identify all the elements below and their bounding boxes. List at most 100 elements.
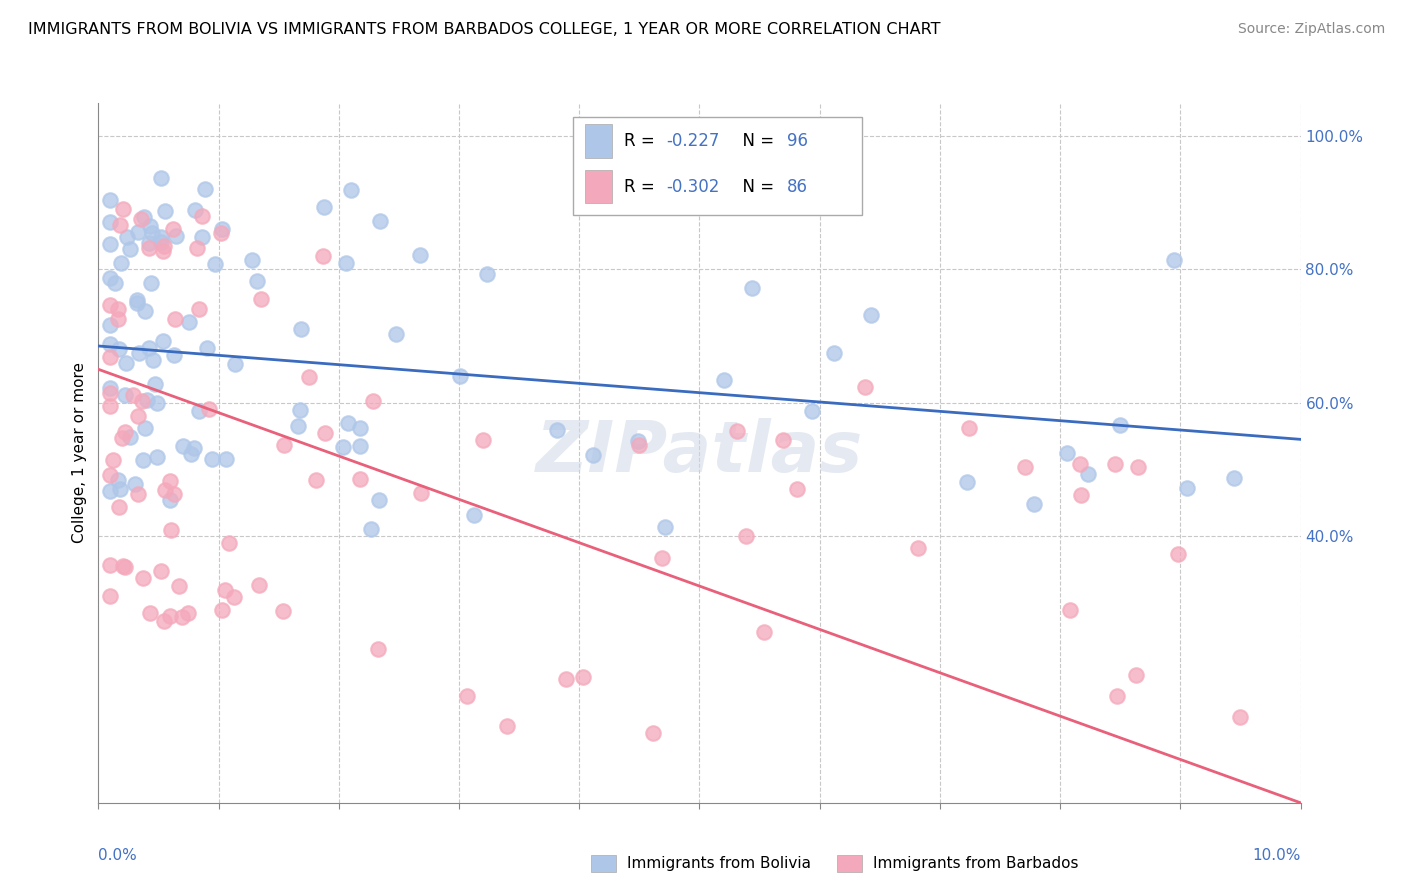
Point <box>138 241 160 255</box>
Point <box>107 302 129 317</box>
Text: ZIPatlas: ZIPatlas <box>536 418 863 487</box>
Point <box>150 565 173 579</box>
Point <box>134 304 156 318</box>
Point <box>1229 710 1251 724</box>
Point <box>120 242 142 256</box>
Point <box>582 448 605 462</box>
Point <box>209 226 232 240</box>
Point <box>651 550 673 565</box>
Point <box>335 256 357 270</box>
Text: Immigrants from Barbados: Immigrants from Barbados <box>873 856 1078 871</box>
Point <box>370 214 392 228</box>
Point <box>1125 668 1147 682</box>
Point <box>100 484 122 499</box>
Point <box>1059 603 1081 617</box>
Point <box>131 393 153 408</box>
Point <box>159 474 181 488</box>
Point <box>1163 253 1185 268</box>
Text: N =: N = <box>733 132 779 150</box>
Point <box>1107 689 1129 703</box>
Point <box>273 438 295 452</box>
Point <box>860 308 883 322</box>
Point <box>626 434 648 448</box>
Point <box>290 321 312 335</box>
Point <box>337 416 360 430</box>
Point <box>654 520 676 534</box>
Point <box>1056 446 1078 460</box>
Point <box>159 493 181 508</box>
Point <box>103 453 125 467</box>
Point <box>195 341 218 355</box>
Point <box>107 473 129 487</box>
Point <box>183 441 205 455</box>
Text: -0.227: -0.227 <box>666 132 720 150</box>
Point <box>100 318 122 332</box>
Point <box>246 274 269 288</box>
Point <box>643 726 665 740</box>
Point <box>1070 488 1092 502</box>
Point <box>124 477 146 491</box>
Point <box>1077 467 1099 482</box>
Point <box>627 438 650 452</box>
Point <box>107 312 129 326</box>
Point <box>167 579 190 593</box>
Point <box>170 610 193 624</box>
Point <box>741 280 763 294</box>
Point <box>122 387 145 401</box>
Point <box>456 690 478 704</box>
Text: 86: 86 <box>787 178 808 195</box>
Point <box>163 349 186 363</box>
Point <box>177 315 200 329</box>
Point <box>138 341 160 355</box>
Point <box>349 439 371 453</box>
Point <box>145 395 167 409</box>
Point <box>108 218 131 232</box>
Point <box>100 215 122 229</box>
Point <box>411 486 433 500</box>
Point <box>180 447 202 461</box>
Point <box>138 236 160 251</box>
Point <box>152 614 174 628</box>
Point <box>312 249 335 263</box>
Point <box>127 293 149 307</box>
Point <box>104 276 127 290</box>
Point <box>153 483 176 497</box>
Point <box>218 536 240 550</box>
Point <box>153 239 176 253</box>
Point <box>957 421 980 435</box>
Point <box>184 203 207 218</box>
Point <box>735 529 758 543</box>
Point <box>100 589 122 603</box>
Point <box>172 439 194 453</box>
Point <box>204 256 226 270</box>
Point <box>177 607 200 621</box>
Point <box>100 399 122 413</box>
Point <box>110 256 132 270</box>
Point <box>367 641 389 656</box>
Point <box>139 219 162 234</box>
Point <box>198 402 221 417</box>
Point <box>132 571 155 585</box>
Point <box>546 423 568 437</box>
Text: R =: R = <box>624 132 659 150</box>
Point <box>152 334 174 348</box>
Point <box>134 421 156 435</box>
Point <box>1014 459 1036 474</box>
Point <box>127 487 149 501</box>
Point <box>824 346 846 360</box>
Point <box>100 237 122 252</box>
Point <box>132 210 155 224</box>
Point <box>222 590 245 604</box>
Point <box>571 670 593 684</box>
Point <box>100 337 122 351</box>
Point <box>146 450 169 464</box>
Point <box>152 244 174 258</box>
Point <box>114 355 136 369</box>
Point <box>853 379 876 393</box>
Point <box>108 500 131 514</box>
Point <box>298 369 321 384</box>
Point <box>149 170 172 185</box>
Point <box>1167 547 1189 561</box>
Point <box>361 393 384 408</box>
Point <box>339 183 361 197</box>
